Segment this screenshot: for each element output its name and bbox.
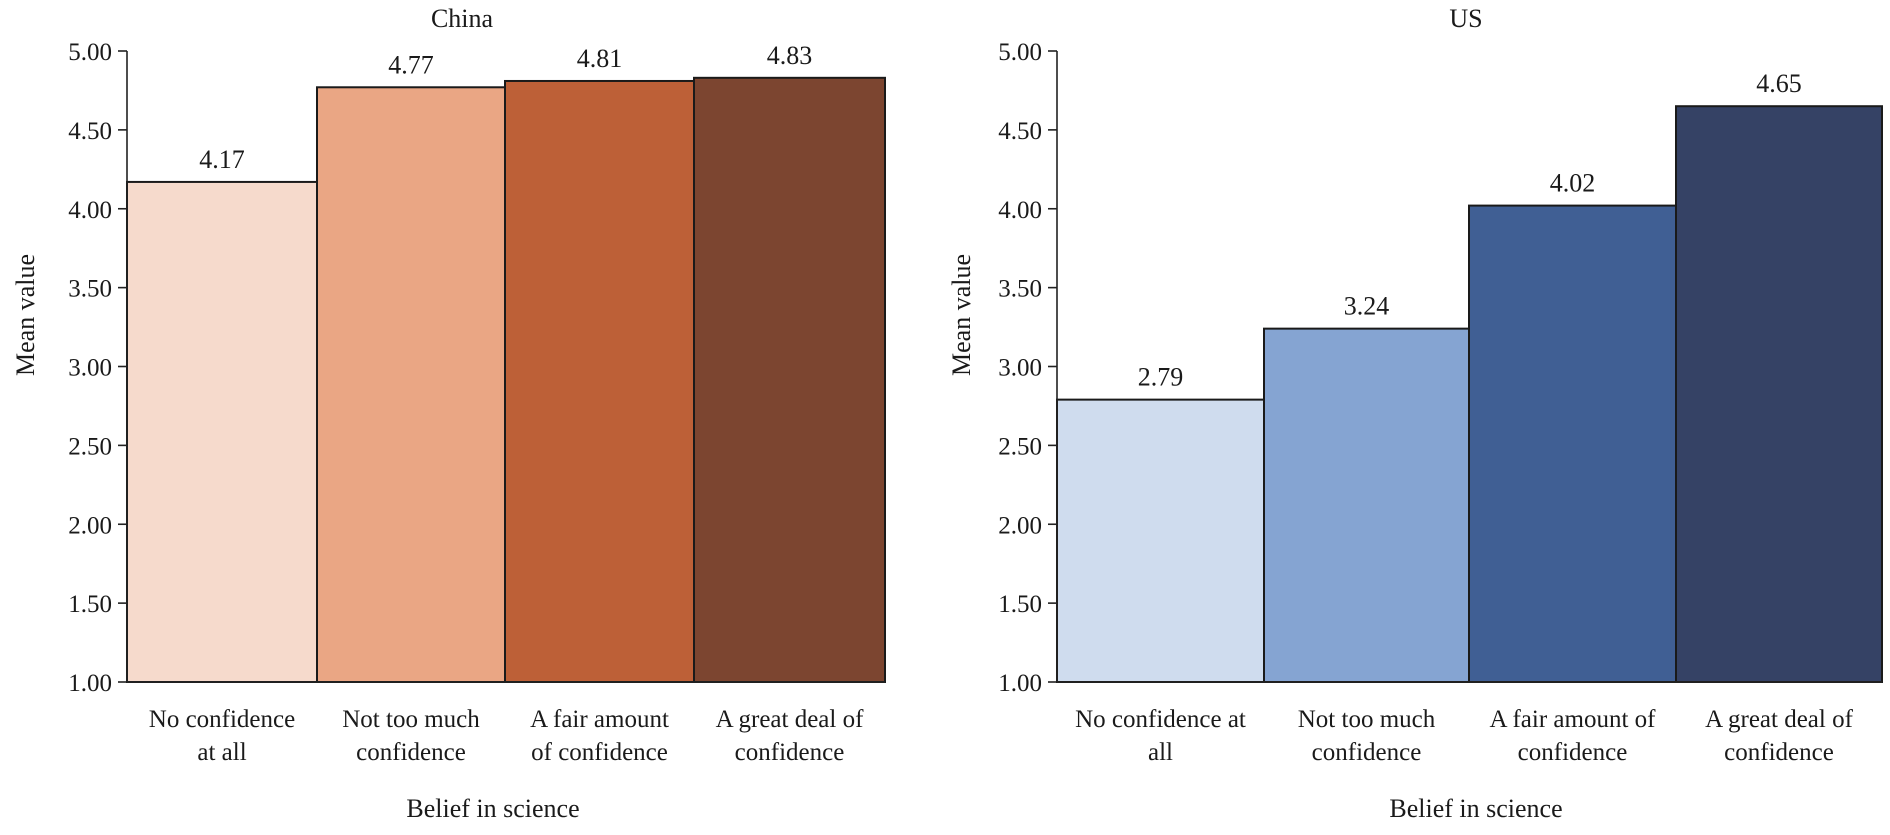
x-category-label: A fair amount of (1490, 706, 1657, 733)
x-category-label: confidence (1518, 739, 1628, 766)
bar (1263, 327, 1470, 683)
bar-value-label: 4.65 (1756, 69, 1802, 98)
x-category-label: No confidence at (1075, 706, 1246, 733)
y-tick-label: 2.50 (998, 433, 1042, 460)
y-tick-label: 1.00 (998, 670, 1042, 697)
y-tick-label: 5.00 (998, 39, 1042, 66)
x-axis-categories: No confidence at all Not too much confidenc… (1075, 706, 1853, 766)
y-tick-label: 4.50 (998, 118, 1042, 145)
x-axis-title: Belief in science (406, 794, 579, 823)
bar (504, 79, 695, 684)
x-category-label: A great deal of (716, 706, 865, 733)
y-tick-label: 1.00 (68, 670, 112, 697)
panel-title: China (431, 4, 494, 33)
x-category-label: confidence (1312, 739, 1422, 766)
x-category-label: at all (197, 739, 246, 766)
bar (693, 76, 886, 683)
x-axis-categories: No confidence at all Not too much confidenc… (149, 706, 864, 766)
y-tick-label: 5.00 (68, 39, 112, 66)
y-tick-label: 1.50 (998, 591, 1042, 618)
bar-value-label: 4.17 (199, 145, 245, 174)
bar (316, 86, 506, 684)
bar-value-label: 4.81 (577, 44, 623, 73)
y-axis-ticks: 1.00 1.50 2.00 2.50 3.00 3.50 4.00 4.50 5.00 (68, 39, 127, 697)
x-category-label: all (1148, 739, 1173, 766)
y-tick-label: 1.50 (68, 591, 112, 618)
y-tick-label: 2.00 (68, 512, 112, 539)
bar-value-label: 2.79 (1138, 363, 1184, 392)
x-category-label: Not too much (1298, 706, 1436, 733)
y-axis-ticks: 1.00 1.50 2.00 2.50 3.00 3.50 4.00 4.50 5.00 (998, 39, 1057, 697)
x-category-label: No confidence (149, 706, 295, 733)
y-tick-label: 3.50 (68, 276, 112, 303)
bar (1056, 398, 1265, 683)
chart-panel-us: US Mean value Belief in science 1.00 1.50… (947, 4, 1883, 823)
bar (126, 180, 318, 683)
bar-value-label: 4.77 (388, 50, 434, 79)
x-category-label: of confidence (531, 739, 668, 766)
y-axis-title: Mean value (947, 254, 976, 376)
y-tick-label: 4.00 (68, 197, 112, 224)
y-tick-label: 4.50 (68, 118, 112, 145)
chart-panel-china: China Mean value Belief in science 1.001… (11, 4, 886, 823)
x-category-label: confidence (356, 739, 466, 766)
x-category-label: A fair amount (530, 706, 669, 733)
bar-value-label: 3.24 (1344, 292, 1390, 321)
bar (1468, 204, 1677, 683)
x-category-label: confidence (735, 739, 845, 766)
y-tick-label: 2.00 (998, 512, 1042, 539)
y-tick-label: 4.00 (998, 197, 1042, 224)
bars: 4.17 4.77 4.81 4.83 (126, 41, 886, 684)
y-axis-title: Mean value (11, 254, 40, 376)
y-tick-label: 2.50 (68, 433, 112, 460)
x-axis-title: Belief in science (1389, 794, 1562, 823)
bar-value-label: 4.02 (1550, 169, 1596, 198)
y-tick-label: 3.00 (998, 355, 1042, 382)
x-category-label: confidence (1724, 739, 1834, 766)
bar (1675, 105, 1883, 683)
x-category-label: A great deal of (1705, 706, 1854, 733)
panel-title: US (1449, 4, 1482, 33)
x-category-label: Not too much (342, 706, 480, 733)
y-tick-label: 3.50 (998, 276, 1042, 303)
bar-value-label: 4.83 (767, 41, 813, 70)
bars: 2.79 3.24 4.02 4.65 (1056, 69, 1883, 683)
y-tick-label: 3.00 (68, 355, 112, 382)
